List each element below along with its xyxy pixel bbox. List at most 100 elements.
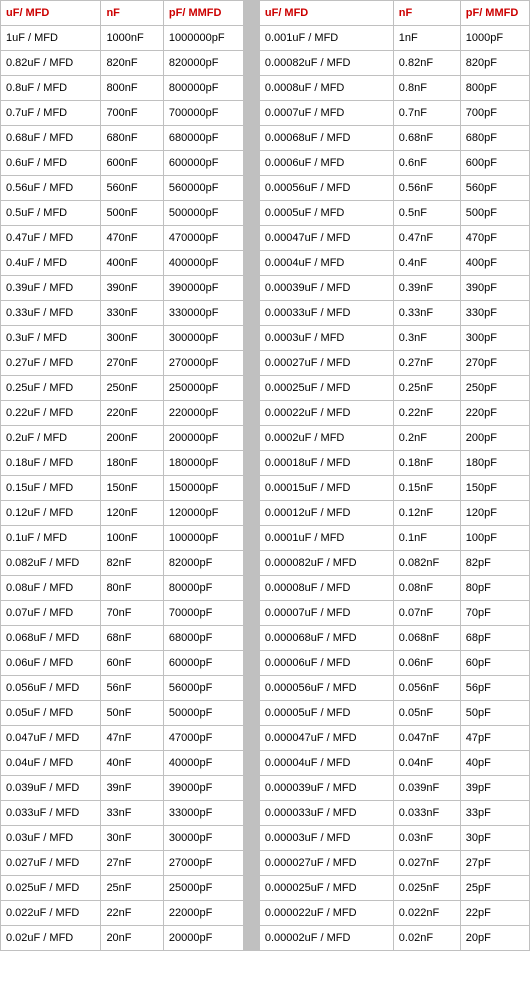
cell: 70nF <box>101 601 163 626</box>
cell: 1000pF <box>460 26 529 51</box>
cell: 22pF <box>460 901 529 926</box>
cell: 0.00004uF / MFD <box>259 751 393 776</box>
cell: 560pF <box>460 176 529 201</box>
table-row: 0.47uF / MFD470nF470000pF0.00047uF / MFD… <box>1 226 530 251</box>
cell: 60pF <box>460 651 529 676</box>
table-row: 0.027uF / MFD27nF27000pF0.000027uF / MFD… <box>1 851 530 876</box>
cell: 180pF <box>460 451 529 476</box>
separator-cell <box>244 176 260 201</box>
cell: 180nF <box>101 451 163 476</box>
cell: 150nF <box>101 476 163 501</box>
cell: 0.0005uF / MFD <box>259 201 393 226</box>
table-row: 0.3uF / MFD300nF300000pF0.0003uF / MFD0.… <box>1 326 530 351</box>
cell: 330pF <box>460 301 529 326</box>
cell: 0.6uF / MFD <box>1 151 101 176</box>
cell: 0.02nF <box>393 926 460 951</box>
separator-cell <box>244 301 260 326</box>
cell: 70000pF <box>163 601 243 626</box>
separator-cell <box>244 151 260 176</box>
col-right-pf: pF/ MMFD <box>460 1 529 26</box>
cell: 600000pF <box>163 151 243 176</box>
cell: 0.00018uF / MFD <box>259 451 393 476</box>
cell: 100000pF <box>163 526 243 551</box>
cell: 0.068nF <box>393 626 460 651</box>
cell: 600nF <box>101 151 163 176</box>
separator-cell <box>244 51 260 76</box>
cell: 0.00005uF / MFD <box>259 701 393 726</box>
separator-cell <box>244 76 260 101</box>
cell: 470nF <box>101 226 163 251</box>
table-row: 0.05uF / MFD50nF50000pF0.00005uF / MFD0.… <box>1 701 530 726</box>
cell: 200pF <box>460 426 529 451</box>
cell: 0.00025uF / MFD <box>259 376 393 401</box>
cell: 120nF <box>101 501 163 526</box>
cell: 0.022uF / MFD <box>1 901 101 926</box>
separator-cell <box>244 26 260 51</box>
separator-cell <box>244 551 260 576</box>
cell: 0.4nF <box>393 251 460 276</box>
separator-cell <box>244 576 260 601</box>
cell: 22000pF <box>163 901 243 926</box>
separator-cell <box>244 276 260 301</box>
cell: 800pF <box>460 76 529 101</box>
col-right-nf: nF <box>393 1 460 26</box>
cell: 680pF <box>460 126 529 151</box>
table-row: 0.022uF / MFD22nF22000pF0.000022uF / MFD… <box>1 901 530 926</box>
cell: 0.07nF <box>393 601 460 626</box>
cell: 56000pF <box>163 676 243 701</box>
cell: 0.82nF <box>393 51 460 76</box>
separator-cell <box>244 901 260 926</box>
cell: 0.04uF / MFD <box>1 751 101 776</box>
table-row: 0.02uF / MFD20nF20000pF0.00002uF / MFD0.… <box>1 926 530 951</box>
cell: 30000pF <box>163 826 243 851</box>
cell: 700nF <box>101 101 163 126</box>
cell: 60nF <box>101 651 163 676</box>
table-row: 0.68uF / MFD680nF680000pF0.00068uF / MFD… <box>1 126 530 151</box>
cell: 50000pF <box>163 701 243 726</box>
cell: 68000pF <box>163 626 243 651</box>
cell: 0.4uF / MFD <box>1 251 101 276</box>
cell: 0.5uF / MFD <box>1 201 101 226</box>
cell: 0.08uF / MFD <box>1 576 101 601</box>
cell: 0.39nF <box>393 276 460 301</box>
cell: 820nF <box>101 51 163 76</box>
cell: 0.00027uF / MFD <box>259 351 393 376</box>
cell: 250nF <box>101 376 163 401</box>
cell: 25000pF <box>163 876 243 901</box>
cell: 0.068uF / MFD <box>1 626 101 651</box>
cell: 25pF <box>460 876 529 901</box>
cell: 800000pF <box>163 76 243 101</box>
cell: 0.047nF <box>393 726 460 751</box>
cell: 0.56uF / MFD <box>1 176 101 201</box>
separator-cell <box>244 126 260 151</box>
cell: 150pF <box>460 476 529 501</box>
cell: 0.056uF / MFD <box>1 676 101 701</box>
cell: 800nF <box>101 76 163 101</box>
cell: 0.68nF <box>393 126 460 151</box>
cell: 0.0004uF / MFD <box>259 251 393 276</box>
cell: 0.15nF <box>393 476 460 501</box>
separator-cell <box>244 326 260 351</box>
table-row: 0.6uF / MFD600nF600000pF0.0006uF / MFD0.… <box>1 151 530 176</box>
cell: 0.00006uF / MFD <box>259 651 393 676</box>
cell: 0.47uF / MFD <box>1 226 101 251</box>
cell: 33pF <box>460 801 529 826</box>
cell: 0.06uF / MFD <box>1 651 101 676</box>
cell: 0.68uF / MFD <box>1 126 101 151</box>
cell: 50nF <box>101 701 163 726</box>
cell: 0.06nF <box>393 651 460 676</box>
cell: 0.00068uF / MFD <box>259 126 393 151</box>
cell: 560nF <box>101 176 163 201</box>
cell: 22nF <box>101 901 163 926</box>
separator-cell <box>244 776 260 801</box>
cell: 390nF <box>101 276 163 301</box>
separator-cell <box>244 101 260 126</box>
cell: 0.7nF <box>393 101 460 126</box>
cell: 820000pF <box>163 51 243 76</box>
cell: 700pF <box>460 101 529 126</box>
cell: 0.05uF / MFD <box>1 701 101 726</box>
separator-col <box>244 1 260 26</box>
cell: 0.27uF / MFD <box>1 351 101 376</box>
cell: 0.0008uF / MFD <box>259 76 393 101</box>
cell: 0.00003uF / MFD <box>259 826 393 851</box>
